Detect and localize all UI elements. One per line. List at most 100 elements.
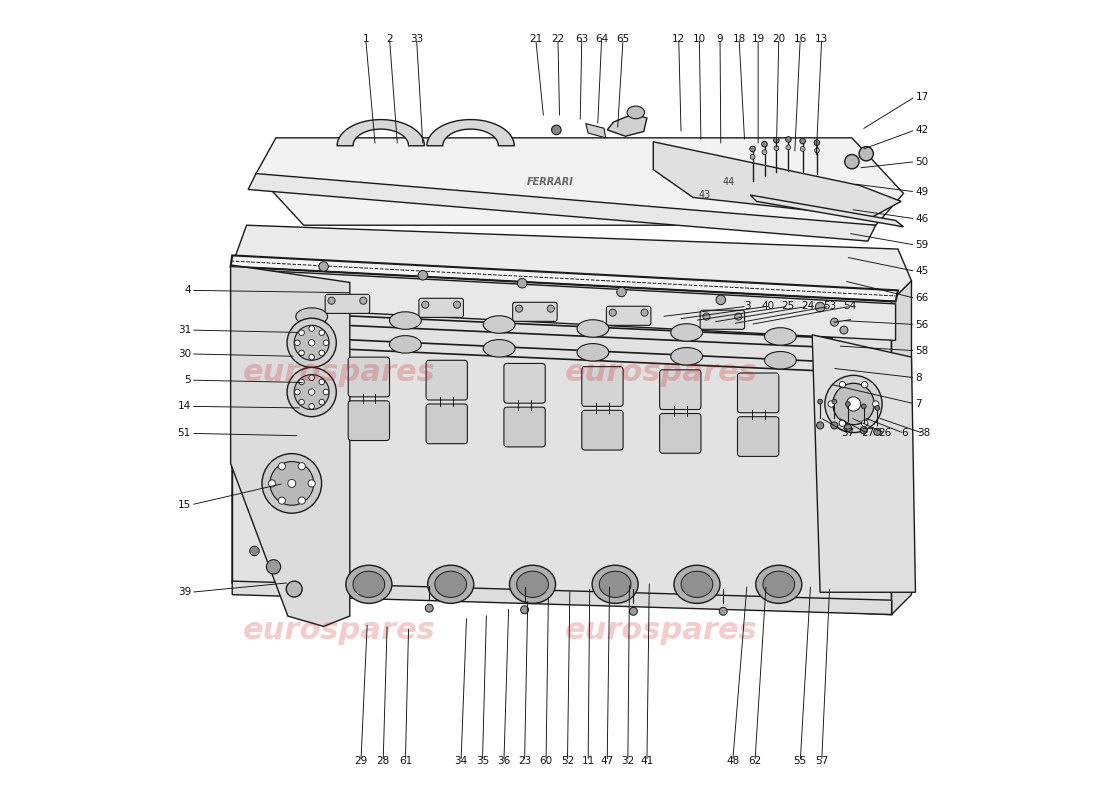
Ellipse shape	[509, 566, 556, 603]
Ellipse shape	[578, 343, 608, 361]
Ellipse shape	[873, 428, 881, 435]
Text: 25: 25	[782, 302, 795, 311]
Text: 48: 48	[726, 757, 739, 766]
Ellipse shape	[453, 301, 461, 308]
Polygon shape	[892, 281, 912, 614]
Ellipse shape	[298, 462, 306, 470]
Text: 22: 22	[551, 34, 564, 43]
Text: 44: 44	[723, 177, 735, 186]
Ellipse shape	[299, 350, 305, 356]
Ellipse shape	[319, 350, 324, 356]
Ellipse shape	[735, 313, 741, 320]
Text: 36: 36	[497, 757, 510, 766]
Text: 28: 28	[376, 757, 389, 766]
Text: 57: 57	[815, 757, 828, 766]
Ellipse shape	[421, 301, 429, 308]
Ellipse shape	[295, 390, 300, 395]
Text: 41: 41	[640, 757, 653, 766]
Ellipse shape	[703, 313, 711, 320]
Text: eurospares: eurospares	[564, 358, 758, 386]
FancyBboxPatch shape	[419, 298, 463, 318]
Ellipse shape	[270, 462, 314, 506]
Text: 33: 33	[410, 34, 424, 43]
Ellipse shape	[832, 399, 837, 404]
Ellipse shape	[825, 375, 882, 433]
Ellipse shape	[299, 330, 305, 335]
Ellipse shape	[816, 422, 824, 429]
FancyBboxPatch shape	[426, 360, 467, 400]
Text: eurospares: eurospares	[243, 616, 436, 645]
Ellipse shape	[278, 462, 286, 470]
Ellipse shape	[268, 480, 275, 487]
Ellipse shape	[674, 566, 720, 603]
Text: 47: 47	[601, 757, 614, 766]
Text: 14: 14	[178, 402, 191, 411]
Ellipse shape	[845, 424, 851, 431]
Text: 38: 38	[916, 428, 930, 438]
Text: 46: 46	[915, 214, 928, 224]
Polygon shape	[607, 114, 647, 136]
FancyBboxPatch shape	[606, 306, 651, 326]
Ellipse shape	[323, 390, 329, 395]
Ellipse shape	[617, 287, 626, 297]
Text: 50: 50	[915, 157, 928, 166]
Ellipse shape	[266, 560, 280, 574]
FancyBboxPatch shape	[504, 407, 546, 447]
Ellipse shape	[328, 297, 336, 304]
Text: FERRARI: FERRARI	[527, 177, 573, 186]
Text: 26: 26	[879, 428, 892, 438]
Ellipse shape	[299, 399, 305, 405]
Text: 13: 13	[815, 34, 828, 43]
Text: 17: 17	[915, 91, 928, 102]
Text: 40: 40	[762, 302, 776, 311]
Text: 5: 5	[185, 375, 191, 385]
Ellipse shape	[426, 604, 433, 612]
Ellipse shape	[288, 479, 296, 487]
Ellipse shape	[785, 137, 791, 142]
FancyBboxPatch shape	[426, 404, 467, 444]
Text: 49: 49	[915, 187, 928, 197]
Text: 66: 66	[915, 294, 928, 303]
Ellipse shape	[308, 480, 316, 487]
Ellipse shape	[294, 326, 329, 360]
Ellipse shape	[859, 146, 873, 161]
Text: 6: 6	[901, 428, 908, 438]
Text: 21: 21	[529, 34, 542, 43]
Text: 15: 15	[178, 500, 191, 510]
Ellipse shape	[428, 566, 474, 603]
Ellipse shape	[551, 125, 561, 134]
Ellipse shape	[520, 606, 528, 614]
Ellipse shape	[309, 354, 315, 360]
Text: 63: 63	[575, 34, 589, 43]
Ellipse shape	[846, 402, 850, 406]
Ellipse shape	[828, 401, 835, 407]
FancyBboxPatch shape	[582, 366, 623, 406]
Ellipse shape	[764, 351, 796, 369]
Ellipse shape	[815, 302, 825, 312]
FancyBboxPatch shape	[737, 373, 779, 413]
Ellipse shape	[309, 403, 315, 409]
FancyBboxPatch shape	[660, 414, 701, 454]
FancyBboxPatch shape	[513, 302, 558, 322]
Polygon shape	[232, 265, 892, 614]
FancyBboxPatch shape	[660, 370, 701, 410]
Text: 59: 59	[915, 240, 928, 250]
Ellipse shape	[345, 566, 392, 603]
Ellipse shape	[299, 379, 305, 385]
Text: 32: 32	[621, 757, 635, 766]
Text: 19: 19	[751, 34, 764, 43]
Ellipse shape	[763, 571, 794, 598]
Ellipse shape	[308, 389, 315, 395]
FancyBboxPatch shape	[582, 410, 623, 450]
Polygon shape	[231, 269, 895, 341]
Ellipse shape	[434, 571, 466, 598]
Ellipse shape	[319, 262, 329, 271]
Text: 7: 7	[915, 399, 922, 409]
Ellipse shape	[609, 309, 616, 316]
Ellipse shape	[418, 270, 428, 280]
Ellipse shape	[483, 340, 515, 357]
Ellipse shape	[719, 607, 727, 615]
Ellipse shape	[839, 420, 846, 426]
Ellipse shape	[250, 546, 260, 556]
FancyBboxPatch shape	[349, 401, 389, 441]
